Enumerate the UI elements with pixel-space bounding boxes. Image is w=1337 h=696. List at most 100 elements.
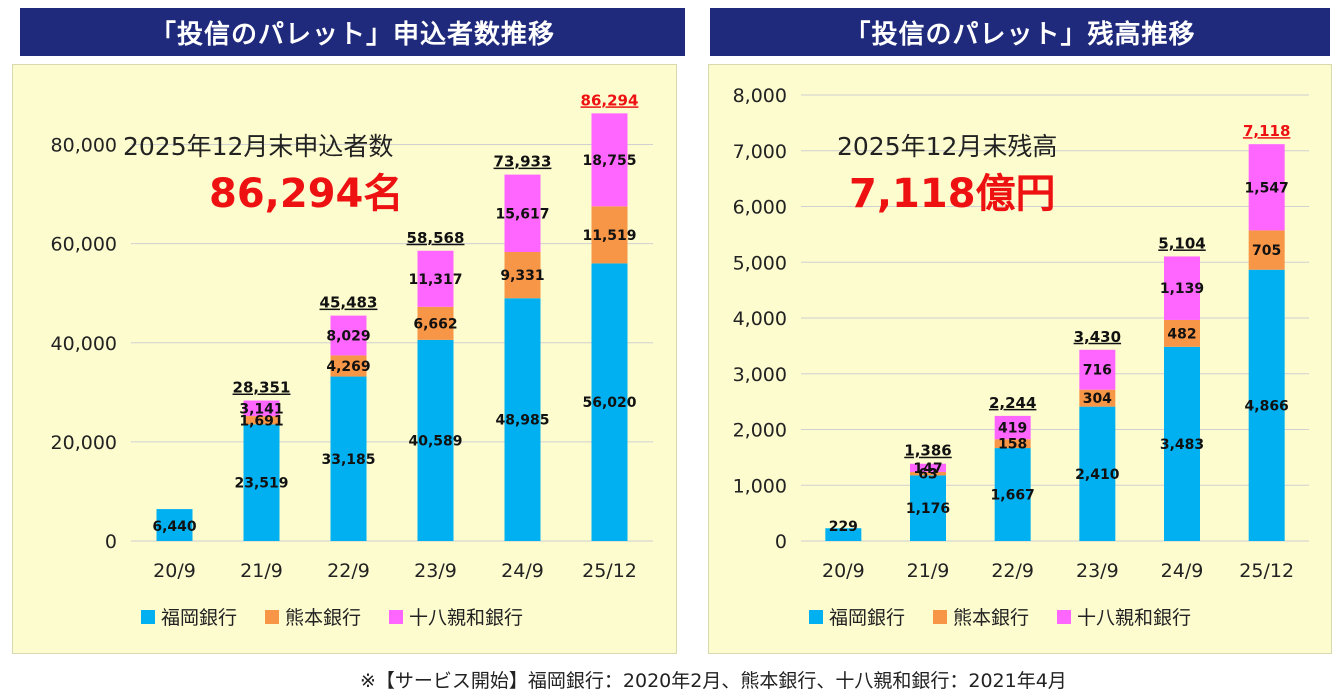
x-tick-label: 21/9	[240, 560, 283, 582]
total-label: 1,386	[904, 442, 951, 460]
data-label-fukuoka: 48,985	[495, 413, 549, 429]
legend-label-juhachi: 十八親和銀行	[1077, 607, 1192, 629]
y-tick-label: 3,000	[733, 364, 787, 386]
x-tick-label: 21/9	[907, 560, 950, 582]
bar-kumamoto	[1079, 389, 1116, 407]
balance-caption: 2025年12月末残高	[837, 132, 1058, 161]
bar-fukuoka	[591, 263, 628, 541]
bar-fukuoka	[243, 424, 280, 541]
bar-fukuoka	[504, 298, 541, 541]
legend-label-fukuoka: 福岡銀行	[829, 607, 906, 629]
y-tick-label: 4,000	[733, 308, 787, 330]
data-label-fukuoka: 6,440	[152, 519, 197, 535]
y-tick-label: 80,000	[51, 135, 117, 157]
bar-fukuoka	[1079, 406, 1116, 541]
data-label-juhachi: 18,755	[582, 153, 636, 169]
data-label-kumamoto: 11,519	[582, 228, 636, 244]
service-start-footnote: ※【サービス開始】福岡銀行：2020年2月、熊本銀行、十八親和銀行：2021年4…	[360, 670, 1067, 692]
y-tick-label: 20,000	[51, 432, 117, 454]
legend-label-juhachi: 十八親和銀行	[409, 607, 524, 629]
total-label: 73,933	[494, 153, 552, 171]
balance-chart-svg: 0 1,000 2,000 3,000 4,000 5,000 6,000 7,000 8,00…	[733, 85, 1309, 582]
data-label-fukuoka: 23,519	[234, 476, 288, 492]
data-label-kumamoto: 158	[998, 437, 1027, 453]
data-label-kumamoto: 6,662	[413, 316, 457, 332]
balance-chart: 0 1,000 2,000 3,000 4,000 5,000 6,000 7,000 8,00…	[708, 64, 1332, 654]
data-label-juhachi: 716	[1083, 363, 1112, 379]
total-label: 58,568	[407, 229, 465, 247]
applicants-legend: 福岡銀行 熊本銀行 十八親和銀行	[141, 603, 523, 630]
data-label-kumamoto: 4,269	[326, 359, 370, 375]
data-label-juhachi: 1,547	[1245, 180, 1289, 196]
bar-fukuoka	[330, 376, 367, 541]
data-label-kumamoto: 482	[1167, 326, 1196, 342]
applicants-chart: 0 20,000 40,000 60,000 80,000 6,440 20/9 23,519…	[12, 64, 677, 654]
balance-headline: 7,118億円	[849, 171, 1056, 217]
bar-kumamoto	[243, 416, 280, 425]
bar-kumamoto	[994, 439, 1031, 449]
total-label: 28,351	[233, 379, 291, 397]
data-label-juhachi: 147	[913, 461, 942, 477]
bar-juhachi	[504, 174, 541, 253]
data-label-juhachi: 11,317	[408, 272, 462, 288]
bar-kumamoto	[591, 206, 628, 264]
y-tick-label: 40,000	[51, 333, 117, 355]
total-label: 7,118	[1243, 122, 1290, 140]
data-label-kumamoto: 63	[918, 467, 937, 483]
data-label-fukuoka: 4,866	[1245, 398, 1289, 414]
y-tick-label: 2,000	[733, 420, 787, 442]
bar-fukuoka	[825, 528, 862, 541]
data-label-fukuoka: 1,667	[991, 488, 1035, 504]
y-tick-label: 6,000	[733, 197, 787, 219]
applicants-panel: 「投信のパレット」申込者数推移 0 20,000 40,000 60,000 80,00…	[8, 0, 685, 660]
bar-juhachi	[994, 415, 1031, 440]
legend-item-juhachi: 十八親和銀行	[389, 603, 523, 630]
y-tick-label: 8,000	[733, 85, 787, 107]
balance-title: 「投信のパレット」残高推移	[710, 8, 1330, 56]
total-label: 3,430	[1074, 328, 1121, 346]
legend-item-fukuoka: 福岡銀行	[141, 603, 237, 630]
x-tick-label: 22/9	[327, 560, 370, 582]
x-tick-label: 25/12	[1239, 560, 1294, 582]
legend-label-kumamoto: 熊本銀行	[953, 607, 1030, 629]
legend-item-kumamoto: 熊本銀行	[933, 603, 1029, 630]
total-label: 5,104	[1158, 234, 1205, 252]
x-tick-label: 23/9	[414, 560, 457, 582]
x-tick-label: 24/9	[501, 560, 544, 582]
bar-fukuoka	[1248, 269, 1285, 541]
balance-panel: 「投信のパレット」残高推移 0 1,000 2,000 3,000 4,000 5,000…	[708, 0, 1332, 660]
data-label-fukuoka: 229	[829, 519, 858, 535]
data-label-fukuoka: 3,483	[1160, 437, 1204, 453]
bar-juhachi	[910, 463, 946, 472]
bar-juhachi	[243, 400, 280, 417]
y-tick-label: 1,000	[733, 475, 787, 497]
bar-fukuoka	[1164, 346, 1200, 541]
bar-juhachi	[1248, 144, 1285, 231]
bar-kumamoto	[504, 252, 541, 299]
x-tick-label: 22/9	[991, 560, 1034, 582]
bar-juhachi	[330, 315, 367, 356]
x-tick-label: 20/9	[153, 560, 196, 582]
data-label-kumamoto: 9,331	[500, 268, 544, 284]
x-tick-label: 23/9	[1076, 560, 1119, 582]
bar-kumamoto	[417, 306, 454, 340]
data-label-kumamoto: 1,691	[239, 413, 283, 429]
legend-swatch-kumamoto	[265, 609, 280, 624]
bar-kumamoto	[910, 471, 946, 476]
legend-swatch-juhachi	[389, 609, 404, 624]
total-label: 86,294	[581, 91, 639, 109]
bar-juhachi	[1164, 256, 1200, 320]
x-tick-label: 20/9	[822, 560, 865, 582]
bar-juhachi	[591, 113, 628, 207]
applicants-title: 「投信のパレット」申込者数推移	[20, 8, 685, 56]
data-label-fukuoka: 40,589	[408, 433, 462, 449]
data-label-kumamoto: 705	[1252, 243, 1281, 259]
data-label-juhachi: 419	[998, 421, 1027, 437]
y-tick-label: 5,000	[733, 252, 787, 274]
bar-kumamoto	[330, 355, 367, 377]
applicants-caption: 2025年12月末申込者数	[123, 132, 394, 161]
balance-legend: 福岡銀行 熊本銀行 十八親和銀行	[809, 603, 1191, 630]
legend-item-fukuoka: 福岡銀行	[809, 603, 905, 630]
data-label-juhachi: 8,029	[326, 329, 370, 345]
total-label: 2,244	[989, 394, 1036, 412]
